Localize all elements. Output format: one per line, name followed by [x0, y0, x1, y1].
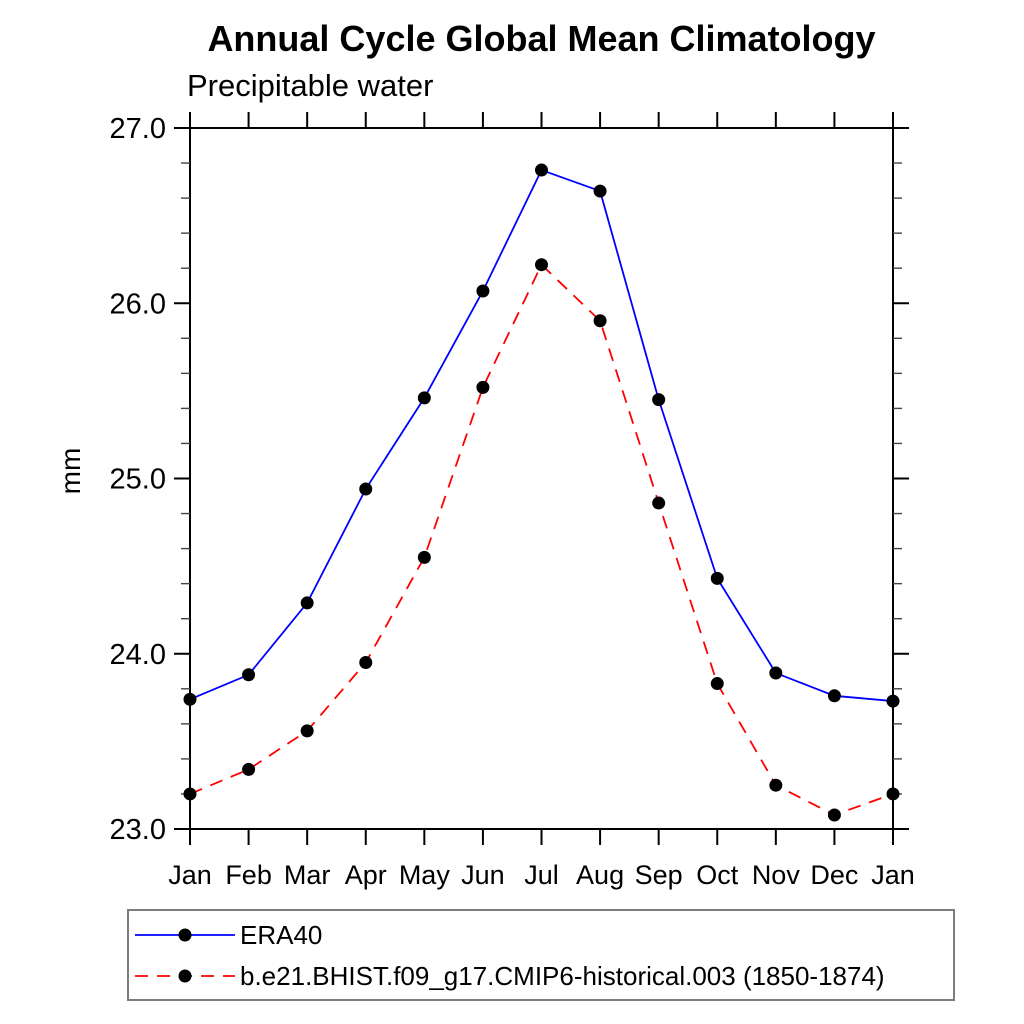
data-point	[535, 163, 548, 177]
data-point	[476, 284, 490, 298]
x-tick-label: Oct	[696, 860, 739, 890]
data-point	[300, 724, 314, 738]
series-line-0	[189, 168, 894, 702]
y-tick-label: 24.0	[110, 639, 166, 671]
data-point	[476, 380, 490, 394]
x-tick-label: Jul	[524, 860, 559, 890]
data-point	[183, 692, 197, 706]
data-point	[242, 668, 256, 682]
x-tick-label: Jun	[461, 860, 505, 890]
axis-frame	[189, 127, 894, 830]
data-point	[769, 666, 783, 680]
legend-item-label: ERA40	[240, 919, 323, 950]
chart-title: Annual Cycle Global Mean Climatology	[207, 18, 876, 59]
data-point	[769, 778, 783, 792]
data-point	[652, 496, 666, 510]
data-point	[535, 258, 548, 272]
x-tick-label: Feb	[225, 860, 272, 890]
data-point	[593, 184, 607, 198]
data-point	[710, 571, 724, 585]
y-tick-label: 23.0	[110, 814, 166, 846]
x-tick-label: Aug	[576, 860, 624, 890]
legend-item-cmip6: b.e21.BHIST.f09_g17.CMIP6-historical.003…	[133, 955, 953, 996]
legend-item-era40: ERA40	[133, 914, 953, 955]
legend: ERA40 b.e21.BHIST.f09_g17.CMIP6-historic…	[127, 909, 955, 1001]
data-point	[183, 787, 197, 801]
data-point	[359, 656, 373, 670]
data-point	[417, 550, 431, 564]
y-tick-label: 25.0	[110, 464, 166, 496]
data-point	[300, 596, 314, 610]
x-tick-label: Nov	[752, 860, 801, 890]
x-tick-label: Dec	[810, 860, 858, 890]
x-tick-label: Mar	[284, 860, 331, 890]
data-point	[417, 391, 431, 405]
data-point	[886, 787, 900, 801]
data-point	[242, 762, 256, 776]
era40-line-sample-icon	[135, 928, 235, 941]
x-tick-label: May	[399, 860, 451, 890]
y-tick-label: 26.0	[110, 288, 166, 320]
cmip6-line-sample-icon	[135, 969, 235, 982]
data-point	[827, 808, 841, 822]
data-point	[652, 393, 666, 407]
data-point	[886, 694, 900, 708]
y-tick-label: 27.0	[110, 113, 166, 145]
legend-marker	[178, 969, 192, 982]
legend-marker	[178, 928, 192, 941]
legend-item-label: b.e21.BHIST.f09_g17.CMIP6-historical.003…	[240, 960, 885, 991]
x-tick-label: Sep	[635, 860, 683, 890]
chart-subtitle: Precipitable water	[187, 68, 434, 103]
data-point	[593, 314, 607, 328]
x-tick-label: Apr	[345, 860, 387, 890]
series-line-1	[189, 263, 894, 816]
data-point	[359, 482, 373, 496]
data-point	[827, 689, 841, 703]
x-tick-label: Jan	[871, 860, 915, 890]
data-point	[710, 677, 724, 691]
x-tick-label: Jan	[168, 860, 212, 890]
